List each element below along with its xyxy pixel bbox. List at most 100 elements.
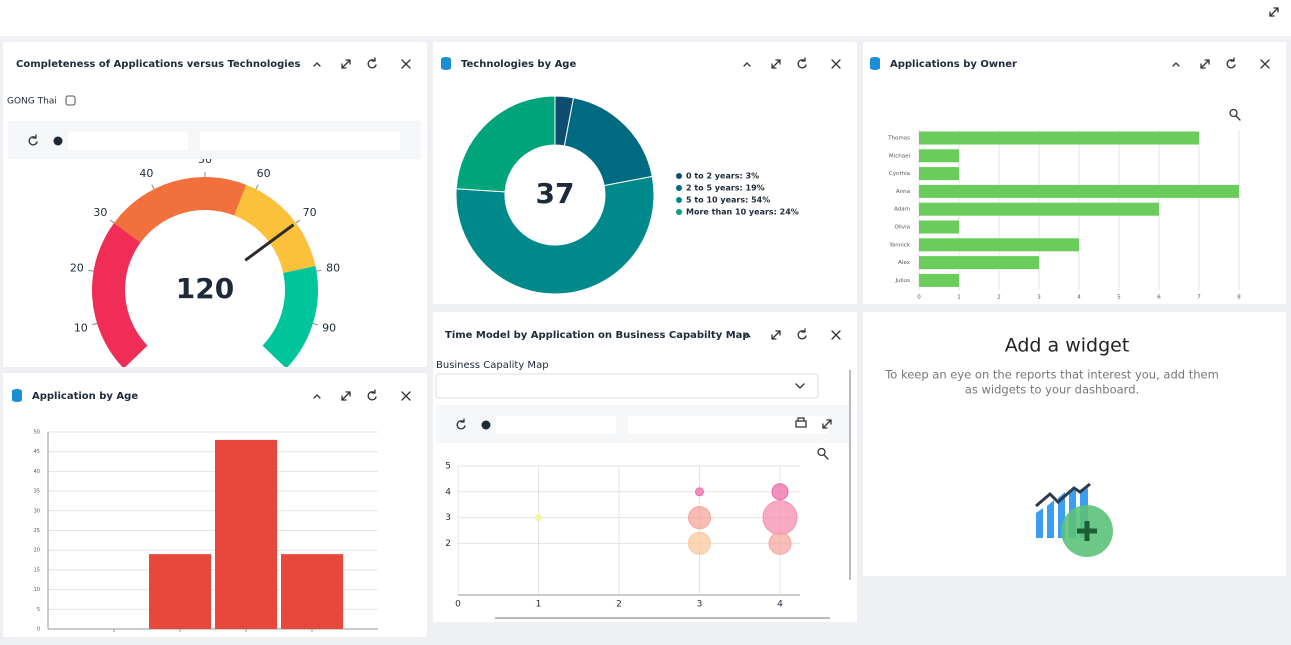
tick-label: 10 (74, 321, 88, 334)
refresh-button[interactable] (1226, 57, 1236, 69)
donut-slice (455, 175, 655, 295)
bubble (688, 506, 711, 530)
tick-label: 30 (93, 206, 107, 219)
bar (919, 149, 959, 163)
x-tick-label: 0 (917, 295, 921, 301)
bubble (695, 487, 704, 497)
input-field[interactable] (628, 416, 828, 434)
dropdown-chevron (795, 383, 805, 389)
collapse-button[interactable] (743, 333, 751, 338)
expand-button[interactable] (771, 330, 781, 340)
gauge-band (234, 184, 316, 273)
widget-title: Application by Age (32, 391, 138, 402)
y-tick-label: Adam (894, 207, 910, 213)
legend-label: 2 to 5 years: 19% (686, 184, 765, 193)
legend-swatch (676, 185, 682, 191)
expand-button[interactable] (341, 391, 351, 401)
info-icon (481, 420, 491, 430)
filter-label: GONG Thai (7, 97, 57, 107)
widget-title: Time Model by Application on Business Ca… (445, 330, 750, 341)
refresh-button[interactable] (797, 57, 807, 69)
tick-label: 20 (70, 261, 84, 274)
zoom-icon[interactable] (817, 447, 829, 460)
gauge-value: 120 (176, 272, 234, 305)
bar (919, 131, 1199, 145)
bubble (768, 531, 792, 555)
y-tick-label: 5 (37, 607, 40, 613)
widget-panel (863, 312, 1286, 576)
close-button[interactable] (401, 391, 411, 401)
expand-button[interactable] (1200, 59, 1210, 69)
info-icon (53, 136, 63, 146)
donut-center-label: 37 (536, 177, 575, 210)
tick-label: 60 (257, 167, 271, 180)
close-button[interactable] (831, 330, 841, 340)
add-widget-text: To keep an eye on the reports that inter… (884, 368, 1219, 382)
collapse-button[interactable] (1172, 62, 1180, 67)
needle (244, 223, 295, 262)
y-tick-label: Yannick (888, 242, 910, 248)
y-tick-label: 0 (37, 627, 40, 633)
close-button[interactable] (401, 59, 411, 69)
collapse-button[interactable] (743, 62, 751, 67)
input-field[interactable] (496, 416, 616, 434)
bubble (762, 500, 798, 536)
y-tick-label: Anna (896, 189, 910, 195)
x-tick-label: 8 (1237, 295, 1241, 301)
expand-button[interactable] (822, 419, 832, 429)
bar (919, 167, 959, 181)
legend-label: More than 10 years: 24% (686, 208, 799, 217)
close-button[interactable] (1260, 59, 1270, 69)
widget-panel (433, 312, 857, 622)
tick-mark (316, 269, 322, 272)
refresh-button[interactable] (367, 57, 377, 69)
y-tick-label: 10 (34, 587, 40, 593)
y-tick-label: Julius (894, 278, 910, 284)
close-button[interactable] (831, 59, 841, 69)
bar (149, 554, 211, 629)
tick-label: 90 (322, 321, 336, 334)
tick-mark (295, 219, 301, 224)
input-field[interactable] (68, 132, 188, 150)
input-field[interactable] (200, 132, 400, 150)
zoom-icon[interactable] (1229, 108, 1241, 121)
top-bar (0, 0, 1291, 36)
gauge-band (262, 265, 318, 367)
y-tick-label: 50 (34, 430, 40, 436)
x-tick-label: 7 (1197, 295, 1201, 301)
tick-mark (92, 322, 98, 326)
donut-slice (455, 95, 556, 193)
widget-title: Technologies by Age (461, 59, 576, 70)
x-tick-label: 1 (536, 600, 542, 610)
y-tick-label: 25 (34, 528, 40, 534)
print-button[interactable] (795, 417, 807, 428)
y-tick-label: 4 (445, 487, 451, 497)
gauge-band (114, 176, 247, 243)
dropdown[interactable] (435, 373, 819, 399)
x-tick-label: 4 (1077, 295, 1081, 301)
tick-label: 40 (139, 167, 153, 180)
checkbox[interactable] (65, 95, 76, 106)
expand-button[interactable] (341, 59, 351, 69)
tick-label: 80 (326, 261, 340, 274)
x-tick-label: 3 (697, 600, 703, 610)
x-tick-label: 0 (455, 600, 461, 610)
y-tick-label: Cynthia (889, 171, 910, 177)
y-tick-label: 5 (445, 462, 451, 472)
database-icon (441, 57, 451, 70)
refresh-button[interactable] (367, 389, 377, 401)
refresh-button[interactable] (797, 328, 807, 340)
refresh-button[interactable] (28, 134, 38, 146)
collapse-button[interactable] (313, 62, 321, 67)
y-tick-label: 40 (34, 469, 40, 475)
tick-mark (88, 269, 94, 272)
refresh-button[interactable] (456, 418, 466, 430)
y-tick-label: Michael (889, 153, 911, 159)
expand-button[interactable] (771, 59, 781, 69)
collapse-button[interactable] (313, 394, 321, 399)
fullscreen-icon[interactable] (1269, 7, 1279, 17)
bar (919, 220, 959, 234)
add-widget-icon[interactable] (1035, 482, 1113, 557)
bubble (535, 514, 542, 522)
